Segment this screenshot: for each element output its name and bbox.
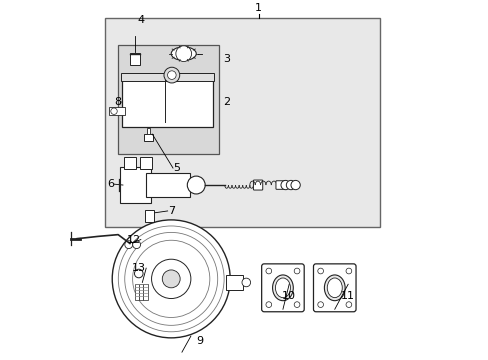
Text: 12: 12 <box>126 235 141 244</box>
Circle shape <box>242 278 250 287</box>
Ellipse shape <box>326 278 342 298</box>
Circle shape <box>346 302 351 307</box>
Text: 10: 10 <box>282 291 296 301</box>
Circle shape <box>265 302 271 307</box>
Text: 1: 1 <box>255 3 262 13</box>
Text: 4: 4 <box>137 15 144 25</box>
Circle shape <box>167 71 176 80</box>
Ellipse shape <box>272 275 293 301</box>
FancyBboxPatch shape <box>140 157 152 169</box>
FancyBboxPatch shape <box>120 167 150 203</box>
Circle shape <box>317 302 323 307</box>
Circle shape <box>124 241 132 249</box>
FancyBboxPatch shape <box>139 284 143 300</box>
FancyBboxPatch shape <box>225 275 243 289</box>
FancyBboxPatch shape <box>117 45 219 154</box>
Circle shape <box>294 268 299 274</box>
FancyBboxPatch shape <box>124 157 136 169</box>
FancyBboxPatch shape <box>275 181 284 189</box>
FancyBboxPatch shape <box>143 284 147 300</box>
FancyBboxPatch shape <box>135 284 139 300</box>
FancyBboxPatch shape <box>145 174 190 197</box>
Circle shape <box>281 180 290 190</box>
Ellipse shape <box>324 275 345 301</box>
Circle shape <box>294 302 299 307</box>
Circle shape <box>286 180 295 190</box>
FancyBboxPatch shape <box>109 107 125 115</box>
FancyBboxPatch shape <box>146 128 150 134</box>
Ellipse shape <box>171 47 196 60</box>
Circle shape <box>163 67 179 83</box>
Circle shape <box>132 241 140 249</box>
FancyBboxPatch shape <box>121 73 213 81</box>
Circle shape <box>346 268 351 274</box>
Text: 9: 9 <box>196 336 203 346</box>
Text: 13: 13 <box>132 263 146 273</box>
Text: 8: 8 <box>114 97 121 107</box>
FancyBboxPatch shape <box>105 18 380 227</box>
FancyBboxPatch shape <box>122 77 212 127</box>
FancyBboxPatch shape <box>313 264 355 312</box>
FancyBboxPatch shape <box>145 210 154 222</box>
Text: 3: 3 <box>223 54 229 64</box>
Circle shape <box>151 259 190 298</box>
Text: 6: 6 <box>107 179 114 189</box>
Ellipse shape <box>275 278 290 298</box>
Circle shape <box>134 269 143 278</box>
FancyBboxPatch shape <box>130 53 140 65</box>
Text: 11: 11 <box>341 291 354 301</box>
Circle shape <box>111 108 117 114</box>
Circle shape <box>162 270 180 288</box>
Circle shape <box>187 176 205 194</box>
Circle shape <box>265 268 271 274</box>
Text: 5: 5 <box>173 163 180 173</box>
FancyBboxPatch shape <box>144 134 152 141</box>
Circle shape <box>317 268 323 274</box>
FancyBboxPatch shape <box>261 264 304 312</box>
Text: 2: 2 <box>223 97 230 107</box>
Text: 7: 7 <box>167 206 174 216</box>
Circle shape <box>290 180 300 190</box>
FancyBboxPatch shape <box>253 180 262 190</box>
Circle shape <box>112 220 230 338</box>
Circle shape <box>176 46 191 62</box>
